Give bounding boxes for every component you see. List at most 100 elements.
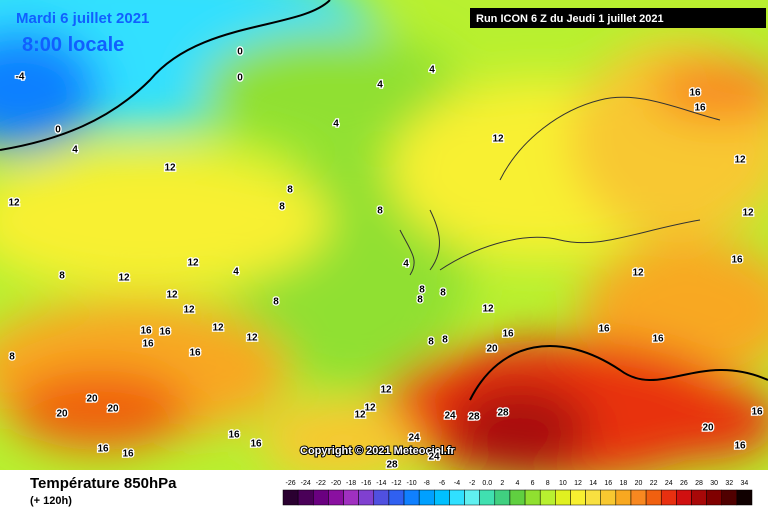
scale-swatch bbox=[706, 489, 722, 506]
contour-label: 0 bbox=[55, 125, 61, 136]
scale-label: 12 bbox=[574, 480, 582, 487]
forecast-time: 8:00 locale bbox=[22, 34, 124, 56]
contour-label: 8 bbox=[442, 335, 448, 346]
color-scale: -26 -24 -22 -20 -18 -16 -14 -12 -10 -8 -6 -4 -2 0.0 2 4… bbox=[282, 480, 753, 506]
contour-label: 24 bbox=[408, 433, 420, 444]
contour-label: 12 bbox=[187, 258, 199, 269]
scale-label: 4 bbox=[516, 480, 520, 487]
scale-label: 0.0 bbox=[482, 480, 492, 487]
scale-label: 18 bbox=[620, 480, 628, 487]
scale-swatch bbox=[570, 489, 586, 506]
contour-label: 4 bbox=[233, 267, 239, 278]
copyright: Copyright © 2021 Meteociel.fr bbox=[300, 445, 456, 457]
contour-label: 8 bbox=[419, 285, 425, 296]
contour-label: 24 bbox=[444, 411, 456, 422]
scale-label: 32 bbox=[725, 480, 733, 487]
contour-label: 8 bbox=[428, 337, 434, 348]
scale-swatch bbox=[585, 489, 601, 506]
scale-label: -24 bbox=[301, 480, 311, 487]
contour-label: 8 bbox=[279, 202, 285, 213]
contour-label: 8 bbox=[377, 206, 383, 217]
scale-swatch bbox=[434, 489, 450, 506]
run-box bbox=[470, 8, 766, 28]
scale-label: -4 bbox=[454, 480, 460, 487]
contour-label: 4 bbox=[403, 259, 409, 270]
contour-label: 12 bbox=[734, 155, 746, 166]
contour-label: 0 bbox=[237, 47, 243, 58]
scale-swatch bbox=[660, 489, 677, 506]
contour-label: 8 bbox=[273, 297, 279, 308]
contour-label: 20 bbox=[86, 394, 98, 405]
contour-label: 16 bbox=[731, 255, 743, 266]
scale-label: 26 bbox=[680, 480, 688, 487]
scale-swatch bbox=[282, 489, 299, 506]
scale-label: 20 bbox=[635, 480, 643, 487]
scale-swatch bbox=[464, 489, 480, 506]
scale-label: -18 bbox=[346, 480, 356, 487]
contour-label: 16 bbox=[189, 348, 201, 359]
scale-swatch bbox=[418, 489, 435, 506]
scale-swatch bbox=[328, 489, 344, 506]
contour-label: 8 bbox=[417, 295, 423, 306]
scale-label: -12 bbox=[391, 480, 401, 487]
scale-label: -2 bbox=[469, 480, 475, 487]
scale-swatch bbox=[721, 489, 738, 506]
forecast-date: Mardi 6 juillet 2021 bbox=[16, 10, 149, 27]
scale-label: 2 bbox=[500, 480, 504, 487]
scale-swatch bbox=[388, 489, 405, 506]
footer-title: Température 850hPa bbox=[30, 475, 177, 492]
scale-label: 14 bbox=[589, 480, 597, 487]
contour-label: 12 bbox=[380, 385, 392, 396]
scale-swatch bbox=[691, 489, 707, 506]
contour-label: 12 bbox=[164, 163, 176, 174]
scale-label: 34 bbox=[741, 480, 749, 487]
scale-swatch bbox=[555, 489, 571, 506]
contour-label: 16 bbox=[751, 407, 763, 418]
contour-label: 16 bbox=[694, 103, 706, 114]
contour-label: 8 bbox=[440, 288, 446, 299]
contour-label: 16 bbox=[734, 441, 746, 452]
scale-label: -10 bbox=[407, 480, 417, 487]
scale-swatch bbox=[313, 489, 329, 506]
contour-label: 12 bbox=[183, 305, 195, 316]
contour-label: 28 bbox=[386, 460, 398, 471]
contour-label: 12 bbox=[246, 333, 258, 344]
scale-label: -26 bbox=[286, 480, 296, 487]
scale-label: 10 bbox=[559, 480, 567, 487]
contour-label: 28 bbox=[497, 408, 509, 419]
contour-label: 4 bbox=[72, 145, 78, 156]
scale-swatch bbox=[615, 489, 632, 506]
footer-lead: (+ 120h) bbox=[30, 495, 72, 507]
contour-label: 12 bbox=[742, 208, 754, 219]
scale-swatch bbox=[449, 489, 465, 506]
scale-swatch bbox=[645, 489, 662, 506]
contour-label: 16 bbox=[140, 326, 152, 337]
contour-label: 0 bbox=[237, 73, 243, 84]
scale-label: 28 bbox=[695, 480, 703, 487]
contour-label: 12 bbox=[354, 410, 366, 421]
contour-label: -4 bbox=[16, 72, 25, 83]
scale-swatch bbox=[509, 489, 526, 506]
contour-label: 12 bbox=[212, 323, 224, 334]
scale-label: 16 bbox=[604, 480, 612, 487]
scale-swatch bbox=[539, 489, 556, 506]
contour-label: 12 bbox=[166, 290, 178, 301]
scale-label: -14 bbox=[376, 480, 386, 487]
run-info: Run ICON 6 Z du Jeudi 1 juillet 2021 bbox=[476, 13, 664, 25]
contour-label: 16 bbox=[689, 88, 701, 99]
scale-swatch bbox=[524, 489, 541, 506]
scale-label: 22 bbox=[650, 480, 658, 487]
contour-label: 4 bbox=[333, 119, 339, 130]
scale-swatch bbox=[736, 489, 753, 506]
contour-label: 12 bbox=[632, 268, 644, 279]
contour-label: 16 bbox=[502, 329, 514, 340]
scale-label: -16 bbox=[361, 480, 371, 487]
contour-label: 12 bbox=[8, 198, 20, 209]
scale-label: -20 bbox=[331, 480, 341, 487]
contour-label: 20 bbox=[56, 409, 68, 420]
scale-label: 8 bbox=[546, 480, 550, 487]
contour-label: 16 bbox=[122, 449, 134, 460]
contour-label: 16 bbox=[250, 439, 262, 450]
contour-label: 16 bbox=[159, 327, 171, 338]
